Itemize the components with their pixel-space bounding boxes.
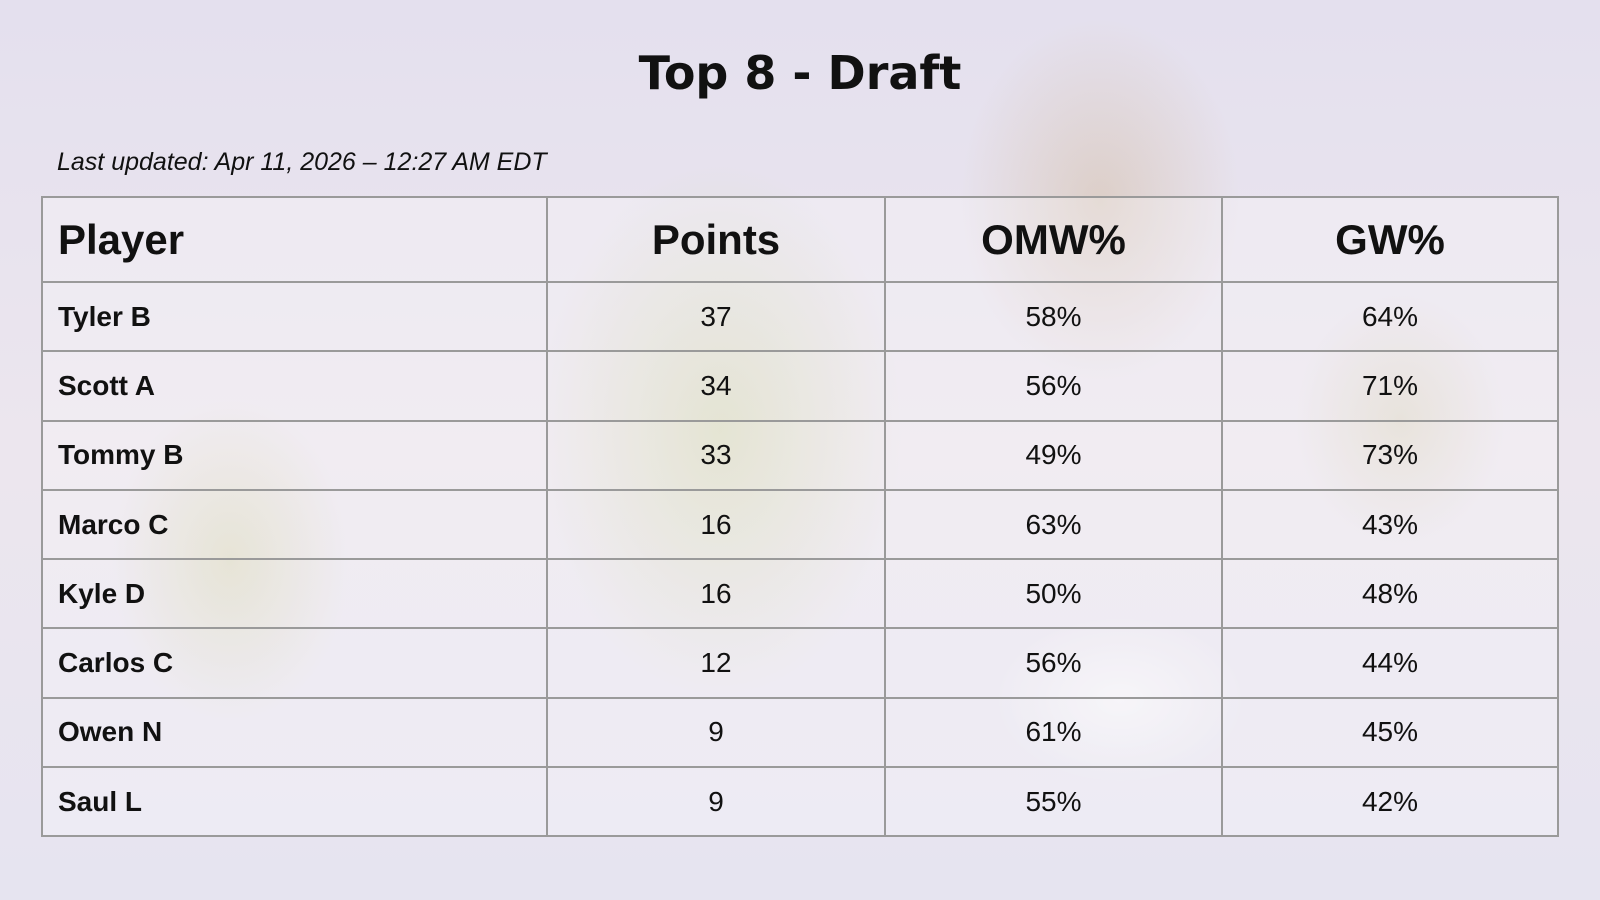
cell-gw: 71% xyxy=(1221,350,1559,422)
column-header-player: Player xyxy=(41,196,548,283)
cell-gw: 42% xyxy=(1221,766,1559,838)
table-header-row: Player Points OMW% GW% xyxy=(41,196,1559,283)
cell-omw: 50% xyxy=(884,558,1223,630)
cell-player: Owen N xyxy=(41,696,548,769)
cell-player: Scott A xyxy=(41,350,548,422)
cell-omw: 56% xyxy=(884,627,1223,699)
cell-omw: 55% xyxy=(884,766,1223,838)
cell-gw: 45% xyxy=(1221,696,1559,769)
cell-player: Tommy B xyxy=(41,419,548,491)
cell-omw: 56% xyxy=(884,350,1223,422)
table-row: Tommy B 33 49% 73% xyxy=(41,419,1559,491)
cell-omw: 63% xyxy=(884,488,1223,561)
cell-points: 16 xyxy=(546,488,886,561)
standings-table: Player Points OMW% GW% Tyler B 37 58% 64% Sc… xyxy=(41,196,1559,838)
column-header-omw: OMW% xyxy=(884,196,1223,283)
cell-omw: 49% xyxy=(884,419,1223,491)
cell-omw: 58% xyxy=(884,280,1223,353)
cell-player: Saul L xyxy=(41,766,548,838)
table-row: Carlos C 12 56% 44% xyxy=(41,627,1559,699)
cell-points: 37 xyxy=(546,280,886,353)
column-header-points: Points xyxy=(546,196,886,283)
cell-player: Tyler B xyxy=(41,280,548,353)
table-row: Scott A 34 56% 71% xyxy=(41,350,1559,422)
table-row: Marco C 16 63% 43% xyxy=(41,488,1559,561)
cell-points: 9 xyxy=(546,696,886,769)
cell-points: 34 xyxy=(546,350,886,422)
page-title: Top 8 - Draft xyxy=(638,46,962,100)
cell-gw: 44% xyxy=(1221,627,1559,699)
cell-points: 33 xyxy=(546,419,886,491)
cell-omw: 61% xyxy=(884,696,1223,769)
cell-gw: 43% xyxy=(1221,488,1559,561)
table-row: Owen N 9 61% 45% xyxy=(41,696,1559,769)
cell-player: Carlos C xyxy=(41,627,548,699)
table-row: Tyler B 37 58% 64% xyxy=(41,280,1559,353)
last-updated-text: Last updated: Apr 11, 2026 – 12:27 AM ED… xyxy=(57,148,547,176)
cell-points: 12 xyxy=(546,627,886,699)
cell-player: Kyle D xyxy=(41,558,548,630)
cell-gw: 73% xyxy=(1221,419,1559,491)
cell-points: 16 xyxy=(546,558,886,630)
column-header-gw: GW% xyxy=(1221,196,1559,283)
table-row: Saul L 9 55% 42% xyxy=(41,766,1559,838)
cell-gw: 64% xyxy=(1221,280,1559,353)
cell-points: 9 xyxy=(546,766,886,838)
cell-gw: 48% xyxy=(1221,558,1559,630)
table-row: Kyle D 16 50% 48% xyxy=(41,558,1559,630)
cell-player: Marco C xyxy=(41,488,548,561)
